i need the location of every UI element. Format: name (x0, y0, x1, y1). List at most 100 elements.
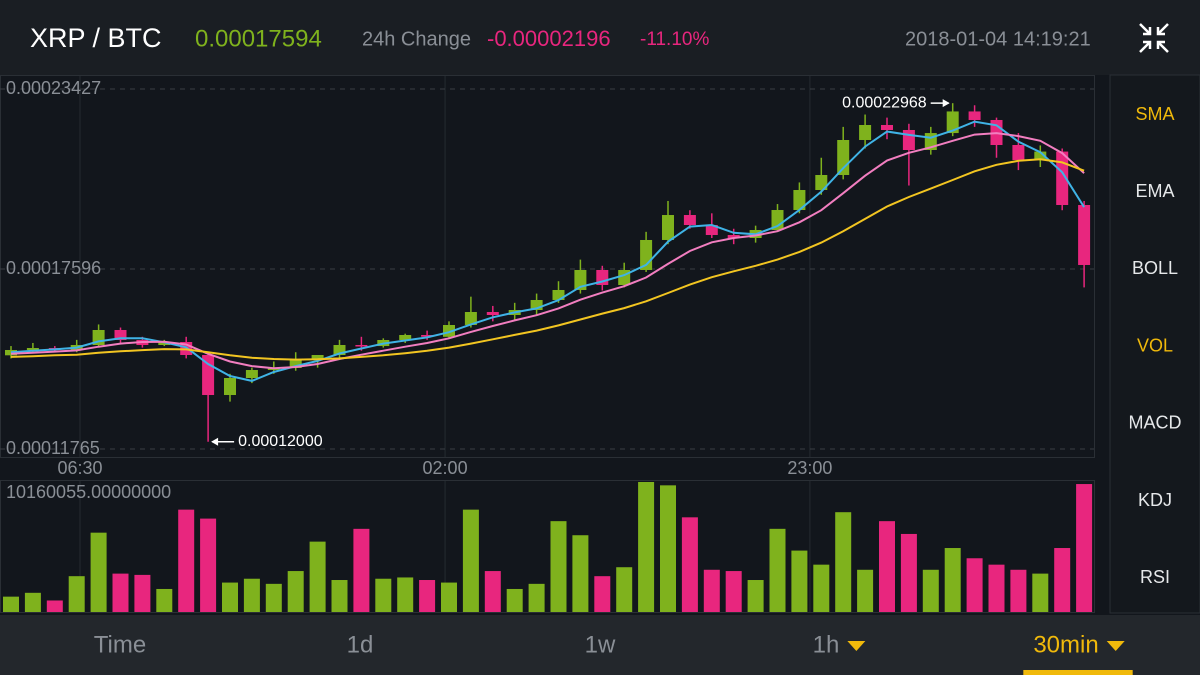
volume-bar (944, 548, 961, 612)
candle-body (311, 355, 324, 361)
candle-body (946, 111, 959, 134)
y-tick-label: 0.00023427 (6, 78, 101, 98)
volume-bar (1032, 573, 1049, 612)
change-pct: -11.10% (640, 29, 709, 50)
volume-bar (681, 517, 698, 612)
volume-bar (222, 582, 238, 612)
indicator-button[interactable]: MACD (1129, 413, 1182, 433)
volume-bar (1010, 569, 1027, 612)
volume-bar (594, 576, 611, 612)
volume-border (0, 480, 1095, 613)
candle-body (815, 175, 828, 191)
volume-bar (550, 521, 567, 612)
volume-bar (156, 588, 173, 612)
volume-bar (791, 550, 808, 612)
moving-average (10, 158, 1085, 361)
pair: XRP / BTC (30, 23, 162, 53)
volume-bar (90, 532, 107, 612)
y-tick-label: 0.00017596 (6, 258, 101, 278)
collapse-icon[interactable] (1139, 23, 1169, 53)
volume-bar (638, 482, 655, 612)
y-tick-label: 0.00011765 (6, 438, 100, 458)
candle-body (399, 334, 412, 340)
x-tick-label: 02:00 (423, 458, 468, 478)
volume-bar (835, 512, 852, 612)
x-tick-label: 06:30 (57, 458, 102, 478)
candle-body (355, 345, 368, 347)
candle-body (1056, 151, 1069, 206)
interval-button[interactable]: 30min (1033, 631, 1098, 658)
volume-bar (419, 580, 436, 612)
volume-bar (178, 509, 195, 612)
volume-bar (769, 528, 786, 612)
candle-body (421, 334, 434, 337)
moving-average (10, 132, 1085, 370)
indicator-button[interactable]: SMA (1135, 104, 1174, 124)
volume-bar (528, 583, 545, 612)
volume-bar (660, 485, 676, 612)
change-label: 24h Change (362, 28, 471, 50)
volume-bar (900, 533, 917, 612)
volume-bar (68, 576, 85, 612)
candle-body (1012, 144, 1025, 160)
candle-body (114, 329, 127, 340)
volume-bar (857, 569, 874, 612)
dropdown-arrow (847, 641, 866, 651)
indicator-button[interactable]: BOLL (1132, 258, 1178, 278)
volume-bar (397, 577, 414, 612)
volume-bar (616, 567, 633, 612)
indicator-button[interactable]: RSI (1140, 567, 1170, 587)
volume-bar (46, 600, 63, 612)
candle-body (443, 324, 455, 337)
interval-button[interactable]: Time (94, 631, 146, 658)
volume-bar (1076, 484, 1093, 612)
annotation-arrowhead (211, 437, 219, 446)
volume-bar (24, 592, 41, 612)
candle-body (289, 360, 302, 368)
toolbar (0, 615, 1200, 675)
volume-bar (353, 528, 370, 612)
candle-body (727, 235, 740, 239)
volume-bar (703, 569, 720, 612)
header-bar (0, 0, 1200, 75)
indicator-button[interactable]: KDJ (1138, 490, 1172, 510)
volume-bar (922, 569, 939, 612)
candle-body (574, 269, 587, 290)
volume-bar (265, 583, 282, 612)
candle-body (705, 225, 718, 236)
candle-body (1034, 151, 1047, 160)
candle-body (683, 215, 696, 226)
candle-body (333, 345, 346, 356)
volume-bar (725, 571, 742, 612)
candle-body (859, 124, 872, 140)
candle-body (464, 312, 477, 325)
interval-button[interactable]: 1w (585, 631, 616, 658)
indicator-button[interactable]: EMA (1135, 181, 1174, 201)
x-tick-label: 23:00 (787, 458, 832, 478)
volume-bar (1054, 548, 1071, 612)
candle-body (881, 124, 893, 130)
candle-body (662, 215, 674, 240)
candle-body (902, 129, 915, 150)
volume-bar (484, 571, 501, 612)
interval-button[interactable]: 1d (347, 631, 374, 658)
plot-border (0, 75, 1095, 458)
volume-bar (462, 509, 479, 612)
interval-button[interactable]: 1h (813, 631, 840, 658)
volume-bar (572, 535, 589, 612)
candle-body (793, 190, 806, 211)
volume-bar (747, 580, 764, 612)
indicator-button[interactable]: VOL (1137, 335, 1173, 355)
candle-body (486, 312, 499, 315)
volume-bar (309, 541, 326, 612)
dropdown-arrow (1106, 641, 1125, 651)
candle-body (530, 299, 543, 310)
volume-bar (112, 573, 129, 612)
volume-bar (375, 578, 392, 612)
volume-bar (506, 588, 523, 612)
volume-bar (879, 521, 895, 612)
volume-bar (134, 574, 151, 612)
